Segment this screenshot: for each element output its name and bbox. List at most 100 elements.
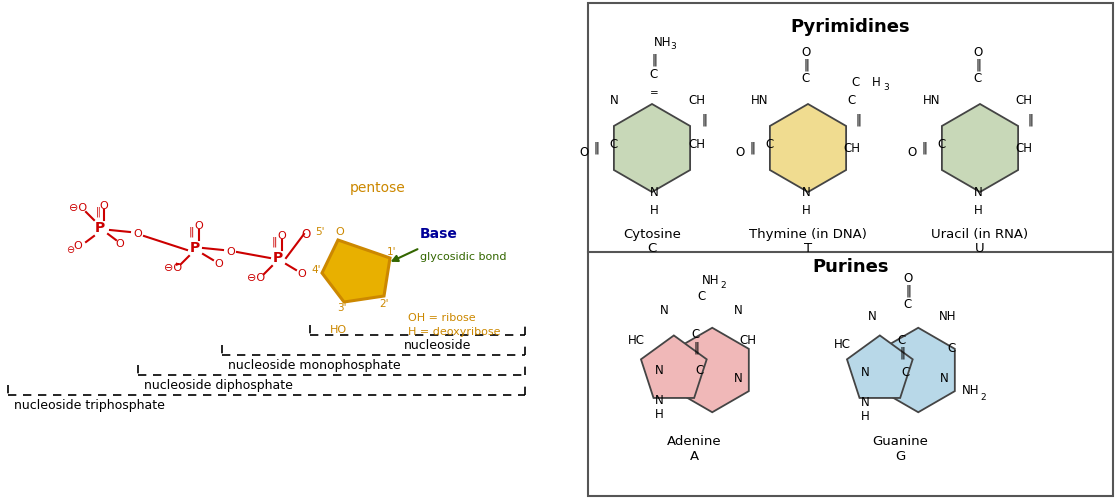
Text: Thymine (in DNA): Thymine (in DNA) — [749, 228, 866, 241]
Text: 2: 2 — [720, 280, 726, 289]
Text: O: O — [134, 229, 142, 239]
Text: O: O — [195, 221, 203, 231]
Text: C: C — [852, 75, 860, 88]
Text: CH: CH — [843, 142, 861, 155]
Text: O: O — [277, 231, 286, 241]
Text: ⊖O: ⊖O — [164, 263, 182, 273]
Text: nucleoside monophosphate: nucleoside monophosphate — [228, 359, 400, 372]
Text: O: O — [302, 228, 311, 241]
Text: A: A — [690, 450, 699, 463]
Text: N: N — [868, 309, 877, 322]
Text: NH: NH — [961, 384, 979, 397]
Text: nucleoside: nucleoside — [404, 339, 471, 352]
Text: CH: CH — [689, 139, 705, 152]
Text: ‖: ‖ — [975, 58, 980, 71]
Polygon shape — [847, 335, 912, 398]
Text: C: C — [647, 242, 656, 255]
Polygon shape — [770, 104, 846, 192]
Text: C: C — [948, 341, 956, 354]
Text: P: P — [190, 241, 200, 255]
Text: C: C — [650, 67, 659, 80]
Text: O: O — [74, 241, 83, 251]
Polygon shape — [322, 240, 390, 302]
Text: 3': 3' — [338, 303, 347, 313]
Text: ⊖O: ⊖O — [247, 273, 265, 283]
Text: Adenine: Adenine — [666, 435, 721, 448]
Text: T: T — [804, 242, 812, 255]
Text: N: N — [861, 396, 870, 409]
Text: ‖: ‖ — [921, 142, 927, 155]
Text: H = deoxyribose: H = deoxyribose — [408, 327, 501, 337]
Text: O: O — [903, 271, 912, 284]
Text: H: H — [655, 409, 663, 422]
Text: C: C — [692, 328, 700, 341]
Text: O: O — [974, 45, 983, 58]
Text: CH: CH — [739, 333, 757, 346]
Text: HN: HN — [923, 93, 940, 106]
Text: glycosidic bond: glycosidic bond — [420, 252, 506, 262]
Text: O: O — [297, 269, 306, 279]
Text: ‖: ‖ — [803, 58, 809, 71]
Text: HC: HC — [834, 338, 851, 351]
Text: O: O — [215, 259, 224, 269]
Text: ⊖O: ⊖O — [69, 203, 87, 213]
Polygon shape — [614, 104, 690, 192]
Text: ‖: ‖ — [593, 142, 599, 155]
Polygon shape — [882, 328, 955, 412]
Text: ‖: ‖ — [95, 207, 101, 217]
Text: N: N — [733, 303, 742, 316]
Text: ‖: ‖ — [1027, 113, 1033, 127]
Text: 3: 3 — [670, 41, 675, 50]
Text: HO: HO — [330, 325, 347, 335]
Polygon shape — [641, 335, 707, 398]
Text: nucleoside triphosphate: nucleoside triphosphate — [15, 399, 164, 412]
Text: 3: 3 — [883, 82, 889, 91]
Text: N: N — [655, 363, 663, 377]
Text: N: N — [974, 186, 983, 199]
Text: O: O — [579, 146, 588, 159]
Text: OH = ribose: OH = ribose — [408, 313, 475, 323]
Text: 2: 2 — [980, 393, 986, 402]
Text: C: C — [610, 139, 618, 152]
Text: ‖: ‖ — [906, 284, 911, 297]
Text: C: C — [695, 363, 704, 377]
Text: N: N — [939, 371, 948, 385]
Text: HC: HC — [627, 333, 644, 346]
Text: CH: CH — [689, 93, 705, 106]
Text: Purines: Purines — [813, 258, 889, 276]
Text: NH: NH — [939, 309, 957, 322]
Text: ‖: ‖ — [651, 53, 657, 66]
Text: P: P — [273, 251, 283, 265]
Text: C: C — [802, 71, 811, 84]
Text: ‖: ‖ — [749, 142, 755, 155]
Text: H: H — [802, 204, 811, 217]
Text: Cytosine: Cytosine — [623, 228, 681, 241]
Text: C: C — [903, 297, 912, 310]
Text: CH: CH — [1015, 142, 1033, 155]
Text: H: H — [974, 204, 983, 217]
Text: ‖: ‖ — [272, 237, 277, 247]
Text: U: U — [975, 242, 985, 255]
Text: O: O — [100, 201, 108, 211]
Text: nucleoside diphosphate: nucleoside diphosphate — [144, 379, 293, 392]
Text: Guanine: Guanine — [872, 435, 928, 448]
Text: 2': 2' — [379, 299, 389, 309]
Text: O: O — [227, 247, 236, 257]
Polygon shape — [941, 104, 1018, 192]
Text: ‖: ‖ — [701, 113, 707, 127]
Text: H: H — [872, 75, 881, 88]
Text: P: P — [95, 221, 105, 235]
Text: C: C — [766, 139, 774, 152]
Text: ‖: ‖ — [188, 227, 193, 237]
Text: pentose: pentose — [350, 181, 406, 195]
Text: O: O — [335, 227, 344, 237]
Text: ►: ► — [177, 261, 182, 267]
Text: O: O — [908, 146, 917, 159]
Text: H: H — [650, 204, 659, 217]
Text: NH: NH — [654, 35, 672, 48]
Text: N: N — [802, 186, 811, 199]
Text: N: N — [660, 303, 669, 316]
Text: N: N — [609, 93, 618, 106]
Text: N: N — [861, 365, 870, 379]
Text: N: N — [733, 371, 742, 385]
